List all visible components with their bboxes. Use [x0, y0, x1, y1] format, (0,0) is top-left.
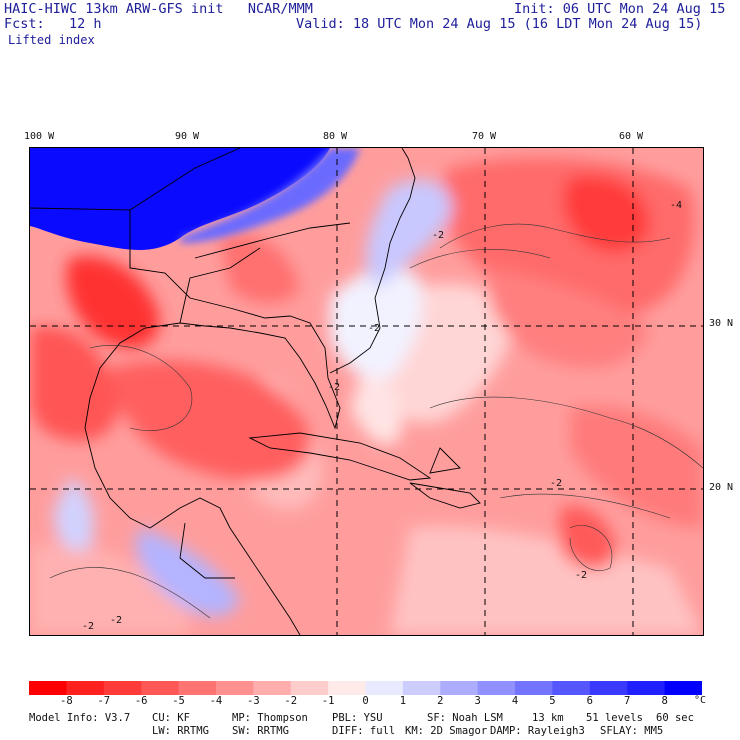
- colorbar-swatch: [253, 681, 292, 695]
- colorbar-tick-label: 4: [511, 695, 519, 707]
- model-info-item: DAMP: Rayleigh3: [490, 725, 585, 737]
- colorbar-tick-label: 3: [474, 695, 481, 707]
- forecast-hour: Fcst: 12 h: [4, 16, 102, 32]
- colorbar-swatch: [627, 681, 666, 695]
- field-name: Lifted index: [8, 33, 95, 47]
- colorbar-swatch: [29, 681, 67, 695]
- colorbar-tick-label: 5: [549, 695, 556, 707]
- contour-label: -2: [432, 230, 444, 241]
- colorbar-unit: °C: [693, 695, 707, 706]
- model-info-item: DIFF: full: [332, 725, 396, 737]
- colorbar-tick-label: -6: [134, 695, 148, 707]
- lon-label-90w: 90 W: [175, 131, 200, 142]
- model-info-item: CU: KF: [152, 712, 190, 724]
- contour-label: -2: [550, 478, 562, 489]
- colorbar: [29, 681, 702, 695]
- model-info-item: SW: RRTMG: [232, 725, 289, 737]
- lat-label-30n: 30 N: [709, 318, 734, 329]
- colorbar-swatch: [664, 681, 702, 695]
- model-info-item: 51 levels: [586, 712, 643, 724]
- colorbar-swatch: [365, 681, 404, 695]
- colorbar-tick-label: -7: [97, 695, 111, 707]
- lifted-index-map: -2 -2 -2 -2 -2 -2 -2 -4: [30, 148, 703, 635]
- contour-label: -2: [575, 570, 587, 581]
- model-info-item: MP: Thompson: [232, 712, 308, 724]
- lon-label-80w: 80 W: [323, 131, 348, 142]
- model-info-item: 13 km: [532, 712, 564, 724]
- colorbar-tick-label: 7: [624, 695, 631, 707]
- lon-label-70w: 70 W: [472, 131, 497, 142]
- colorbar-swatch: [552, 681, 591, 695]
- colorbar-tick-label: -3: [247, 695, 260, 707]
- field-shading: [30, 157, 703, 635]
- contour-label: -2: [328, 382, 340, 393]
- model-info-item: PBL: YSU: [332, 712, 383, 724]
- graticule: [30, 148, 703, 635]
- colorbar-tick-label: 6: [586, 695, 593, 707]
- colorbar-swatch: [328, 681, 366, 695]
- colorbar-swatch: [589, 681, 628, 695]
- colorbar-tick-label: -1: [321, 695, 335, 707]
- colorbar-tick-label: -8: [60, 695, 73, 707]
- model-info-item: Model Info: V3.7: [29, 712, 131, 724]
- colorbar-tick-label: 2: [437, 695, 444, 707]
- lon-label-60w: 60 W: [619, 131, 644, 142]
- colorbar-tick-label: -4: [209, 695, 223, 707]
- coastlines: [30, 148, 481, 635]
- map-panel: -2 -2 -2 -2 -2 -2 -2 -4: [29, 147, 704, 636]
- colorbar-swatch: [440, 681, 479, 695]
- contour-label: -2: [368, 323, 380, 334]
- model-info-item: LW: RRTMG: [152, 725, 209, 737]
- colorbar-tick-label: 8: [661, 695, 668, 707]
- lat-label-20n: 20 N: [709, 482, 734, 493]
- colorbar-tick-label: 1: [399, 695, 407, 707]
- colorbar-swatch: [66, 681, 105, 695]
- colorbar-tick-label: -2: [284, 695, 298, 707]
- colorbar-swatch: [141, 681, 180, 695]
- contour-label: -4: [670, 200, 682, 211]
- colorbar-swatch: [215, 681, 254, 695]
- contour-lines: [49, 223, 703, 619]
- colorbar-swatch: [290, 681, 329, 695]
- lon-label-100w: 100 W: [24, 131, 55, 142]
- colorbar-swatch: [402, 681, 441, 695]
- init-time: Init: 06 UTC Mon 24 Aug 15: [514, 1, 726, 17]
- contour-label: -2: [82, 621, 94, 632]
- colorbar-tick-label: -5: [172, 695, 185, 707]
- model-info-item: KM: 2D Smagor: [405, 725, 488, 737]
- model-info-item: 60 sec: [656, 712, 694, 724]
- colorbar-swatch: [515, 681, 553, 695]
- colorbar-tick-label: 0: [362, 695, 369, 707]
- colorbar-swatch: [103, 681, 142, 695]
- colorbar-swatch: [477, 681, 516, 695]
- colorbar-swatch: [178, 681, 217, 695]
- contour-label: -2: [110, 615, 122, 626]
- model-title: HAIC-HIWC 13km ARW-GFS init NCAR/MMM: [4, 1, 313, 17]
- valid-time: Valid: 18 UTC Mon 24 Aug 15 (16 LDT Mon …: [296, 16, 703, 32]
- stable-region-north: [30, 148, 330, 250]
- model-info-item: SF: Noah LSM: [427, 712, 503, 724]
- model-info-item: SFLAY: MM5: [600, 725, 664, 737]
